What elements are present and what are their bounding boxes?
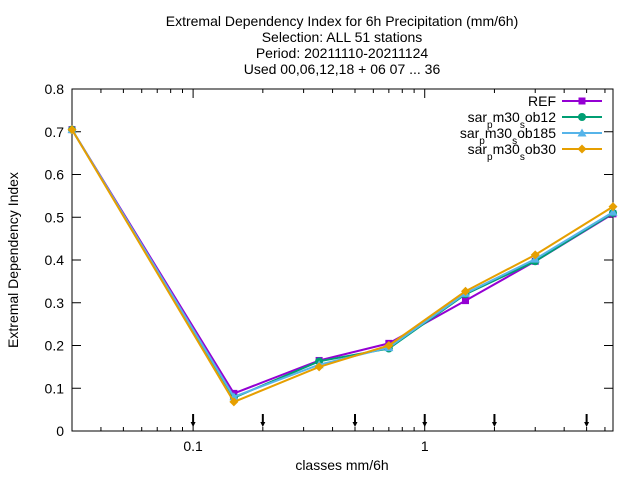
threshold-marker-head bbox=[422, 422, 428, 427]
data-point bbox=[462, 297, 470, 305]
title-line-1: Extremal Dependency Index for 6h Precipi… bbox=[166, 13, 519, 29]
legend-label: REF bbox=[528, 93, 556, 109]
y-tick-label: 0.5 bbox=[45, 209, 65, 225]
threshold-markers bbox=[190, 414, 590, 427]
y-tick-label: 0.3 bbox=[45, 295, 65, 311]
legend-swatch-marker bbox=[577, 144, 587, 154]
data-point bbox=[608, 207, 618, 216]
threshold-marker-head bbox=[352, 422, 358, 427]
y-axis: 0 0.1 0.2 0.3 0.4 0.5 0.6 0.7 0.8 bbox=[45, 81, 613, 439]
y-tick-label: 0.7 bbox=[45, 124, 65, 140]
legend-item: sarpm30sob30 bbox=[468, 141, 602, 163]
data-point bbox=[530, 250, 540, 260]
threshold-marker-head bbox=[260, 422, 266, 427]
x-tick-label: 1 bbox=[421, 438, 429, 454]
chart-title: Extremal Dependency Index for 6h Precipi… bbox=[166, 13, 519, 77]
legend-label: sarpm30sob12 bbox=[468, 109, 557, 131]
title-line-2: Selection: ALL 51 stations bbox=[262, 29, 423, 45]
series-4 bbox=[67, 125, 618, 407]
legend-item: REF bbox=[528, 93, 602, 109]
title-line-4: Used 00,06,12,18 + 06 07 ... 36 bbox=[244, 61, 441, 77]
data-point bbox=[461, 286, 471, 296]
y-axis-label: Extremal Dependency Index bbox=[5, 172, 21, 348]
x-axis: 0.1 1 bbox=[100, 89, 606, 454]
legend-swatch-marker bbox=[577, 128, 587, 137]
data-point bbox=[384, 341, 394, 350]
y-tick-label: 0.2 bbox=[45, 338, 65, 354]
legend-swatch-marker bbox=[578, 113, 586, 121]
legend-label: sarpm30sob30 bbox=[468, 141, 557, 163]
legend-item: sarpm30sob12 bbox=[468, 109, 602, 131]
legend-item: sarpm30sob185 bbox=[460, 125, 602, 147]
y-tick-label: 0.4 bbox=[45, 252, 65, 268]
threshold-marker-head bbox=[491, 422, 497, 427]
threshold-marker-head bbox=[584, 422, 590, 427]
legend-label: sarpm30sob185 bbox=[460, 125, 556, 147]
y-tick-label: 0 bbox=[56, 423, 64, 439]
y-tick-label: 0.6 bbox=[45, 167, 65, 183]
x-axis-label: classes mm/6h bbox=[295, 457, 388, 473]
data-point bbox=[608, 202, 618, 212]
x-tick-label: 0.1 bbox=[183, 438, 203, 454]
series-line bbox=[71, 129, 614, 403]
legend-swatch-marker bbox=[578, 97, 586, 105]
series-layer bbox=[67, 125, 618, 407]
threshold-marker-head bbox=[190, 422, 196, 427]
title-line-3: Period: 20211110-20211124 bbox=[256, 45, 429, 61]
data-point bbox=[314, 362, 324, 372]
data-point bbox=[67, 125, 77, 135]
y-tick-label: 0.1 bbox=[45, 380, 65, 396]
y-tick-label: 0.8 bbox=[45, 81, 65, 97]
data-point bbox=[229, 397, 239, 407]
